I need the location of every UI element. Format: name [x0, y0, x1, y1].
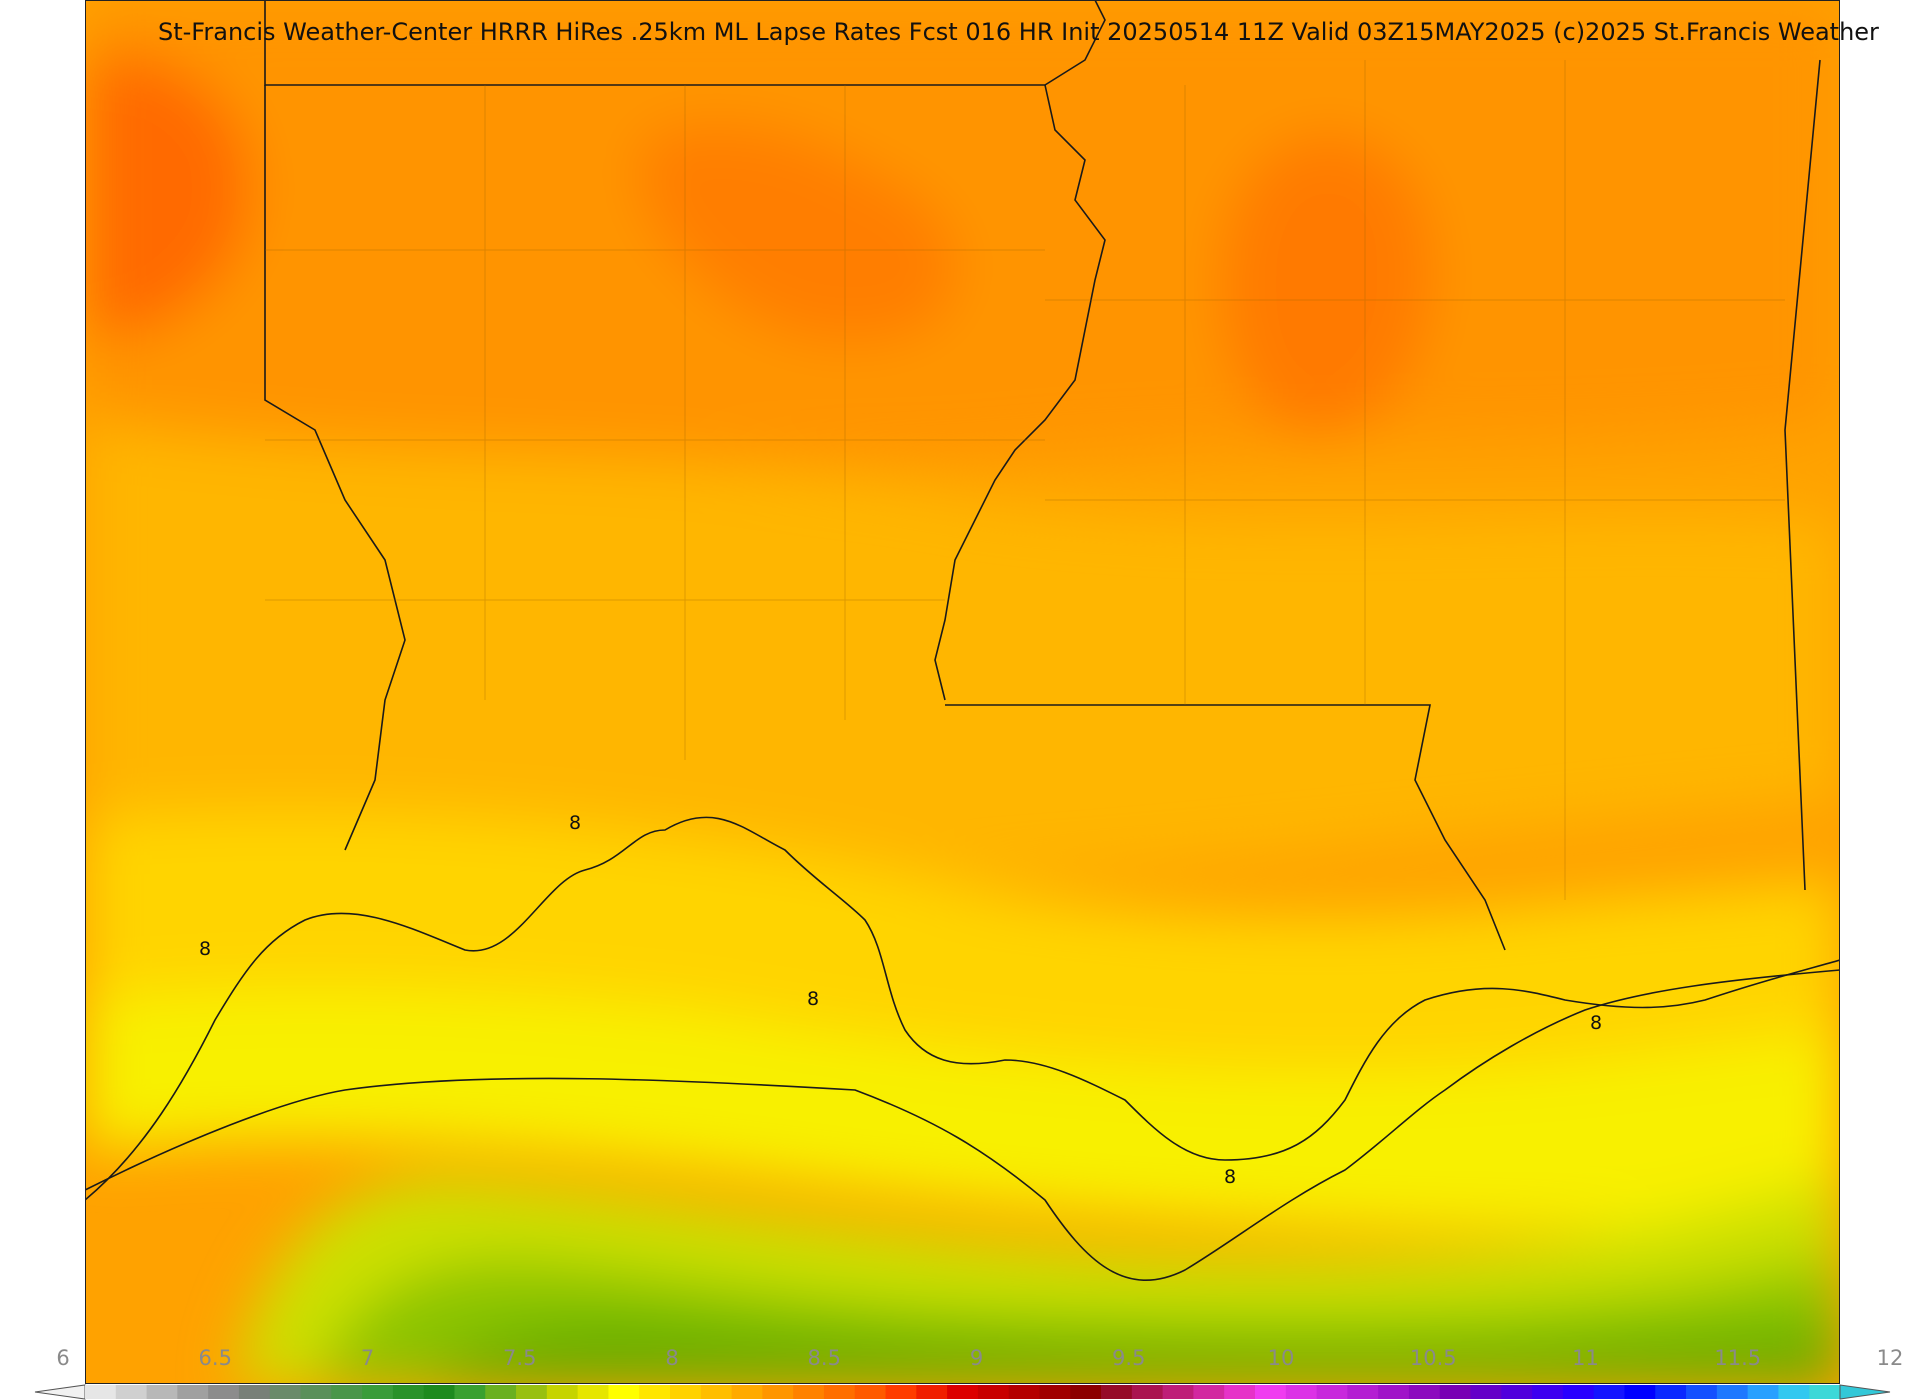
colorbar-segment — [392, 1385, 425, 1399]
colorbar-segment — [577, 1385, 610, 1399]
colorbar-segment — [208, 1385, 240, 1399]
contour-label: 8 — [807, 988, 819, 1010]
colorbar-segment — [362, 1385, 394, 1399]
field-shading — [85, 0, 1840, 1384]
colorbar-segment — [762, 1385, 794, 1399]
colorbar-segment — [516, 1385, 548, 1399]
colorbar-segment — [177, 1385, 209, 1399]
colorbar-segment — [269, 1385, 302, 1399]
colorbar-segment — [1162, 1385, 1195, 1399]
colorbar-segment — [1316, 1385, 1348, 1399]
colorbar-segment — [1285, 1385, 1318, 1399]
colorbar-tick-label: 9 — [969, 1346, 984, 1370]
colorbar-max-arrow — [1839, 1384, 1891, 1400]
colorbar-segment — [1747, 1385, 1780, 1399]
colorbar — [34, 1384, 1891, 1400]
colorbar-segment — [670, 1385, 702, 1399]
border-ms-south — [945, 704, 1506, 951]
colorbar-segment — [1039, 1385, 1071, 1399]
colorbar-segment — [1624, 1385, 1656, 1399]
state-borders — [85, 0, 1840, 1281]
colorbar-segment — [454, 1385, 486, 1399]
coastline — [85, 969, 1840, 1281]
contour-8 — [85, 816, 1840, 1201]
colorbar-segment — [1593, 1385, 1626, 1399]
colorbar-tick-label: 8.5 — [807, 1346, 841, 1370]
colorbar-tick-label: 7 — [360, 1346, 375, 1370]
colorbar-tick-label: 12 — [1876, 1346, 1904, 1370]
colorbar-segment — [1070, 1385, 1102, 1399]
colorbar-segment — [639, 1385, 671, 1399]
map-border — [85, 0, 1840, 1384]
colorbar-segment — [1716, 1385, 1749, 1399]
colorbar-segment — [947, 1385, 979, 1399]
colorbar-segment — [1193, 1385, 1225, 1399]
lapse-rate-map: 8 8 8 8 8 — [85, 0, 1840, 1384]
colorbar-segment — [1686, 1385, 1718, 1399]
contour-label: 8 — [199, 938, 211, 960]
colorbar-segment — [1439, 1385, 1472, 1399]
colorbar-segment — [423, 1385, 456, 1399]
colorbar-tick-label: 10 — [1267, 1346, 1295, 1370]
colorbar-segment — [146, 1385, 178, 1399]
contour-label: 8 — [1224, 1166, 1236, 1188]
colorbar-segment — [1101, 1385, 1133, 1399]
colorbar-segment — [1501, 1385, 1533, 1399]
colorbar-segment — [823, 1385, 856, 1399]
field-center-hot — [638, 125, 958, 341]
colorbar-tick-label: 10.5 — [1409, 1346, 1457, 1370]
colorbar-segment — [1255, 1385, 1287, 1399]
border-alabama — [1784, 59, 1821, 891]
colorbar-segment — [485, 1385, 517, 1399]
colorbar-tick-label: 9.5 — [1112, 1346, 1146, 1370]
colorbar-segment — [1378, 1385, 1410, 1399]
colorbar-segment — [1408, 1385, 1441, 1399]
field-west-hot — [85, 54, 250, 341]
colorbar-segment — [1347, 1385, 1379, 1399]
field-bright-yellow — [85, 989, 1840, 1233]
county-lines — [265, 60, 1785, 900]
colorbar-segment — [1655, 1385, 1687, 1399]
colorbar-segment — [854, 1385, 887, 1399]
field-east-hot — [1222, 135, 1432, 435]
colorbar-segment — [608, 1385, 640, 1399]
colorbar-segment — [916, 1385, 948, 1399]
field-mid-band — [85, 420, 1840, 880]
colorbar-tick-label: 8 — [665, 1346, 679, 1370]
colorbar-segment — [1470, 1385, 1502, 1399]
colorbar-segment — [793, 1385, 825, 1399]
colorbar-segment — [1131, 1385, 1164, 1399]
colorbar-segment — [1778, 1385, 1810, 1399]
map-title: St-Francis Weather-Center HRRR HiRes .25… — [158, 18, 1879, 46]
colorbar-segment — [1008, 1385, 1041, 1399]
colorbar-tick-label: 11 — [1572, 1346, 1599, 1370]
colorbar-segment — [300, 1385, 332, 1399]
colorbar-segment — [700, 1385, 733, 1399]
contour-label: 8 — [569, 812, 581, 834]
contour-label: 8 — [1590, 1012, 1602, 1034]
colorbar-segment — [731, 1385, 763, 1399]
border-texas — [264, 85, 406, 851]
colorbar-segment — [885, 1385, 917, 1399]
colorbar-segment — [331, 1385, 363, 1399]
colorbar-segment — [1532, 1385, 1564, 1399]
colorbar-segment — [546, 1385, 579, 1399]
colorbar-segment — [1224, 1385, 1256, 1399]
colorbar-tick-label: 6.5 — [198, 1346, 232, 1370]
colorbar-tick-label: 11.5 — [1714, 1346, 1762, 1370]
colorbar-min-arrow — [34, 1384, 86, 1400]
field-north-band — [85, 0, 1840, 470]
colorbar-segment — [1809, 1385, 1841, 1399]
colorbar-segment — [238, 1385, 271, 1399]
field-dark-green — [415, 1324, 1840, 1384]
colorbar-tick-label: 7.5 — [503, 1346, 537, 1370]
colorbar-tick-label: 6 — [56, 1346, 70, 1370]
border-mississippi-river — [934, 0, 1106, 701]
colorbar-segment — [115, 1385, 148, 1399]
colorbar-segment — [977, 1385, 1010, 1399]
colorbar-segment — [1562, 1385, 1595, 1399]
colorbar-segment — [85, 1385, 117, 1399]
